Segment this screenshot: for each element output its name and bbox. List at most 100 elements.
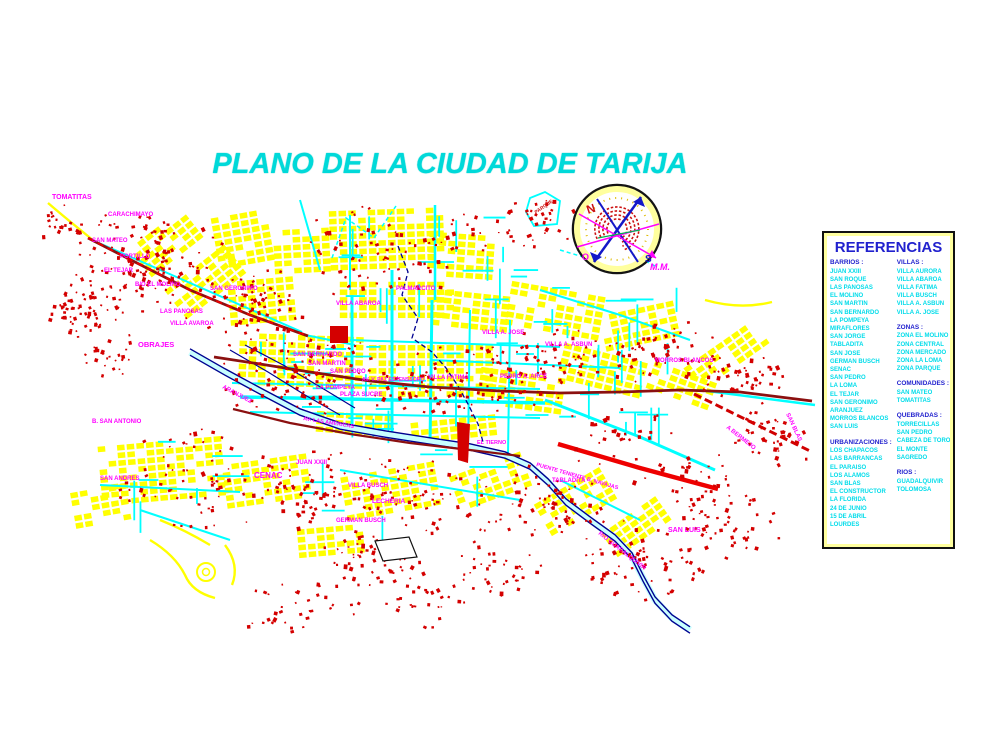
legend-item: EL CONSTRUCTOR	[830, 489, 886, 496]
legend-item: LA POMPEYA	[830, 317, 869, 324]
legend-item: TORRECILLAS	[896, 422, 940, 429]
peripheral-road	[159, 518, 211, 547]
map-label: PLAZA SUCRE	[340, 392, 382, 398]
magnetic-north-note: M.M.	[650, 262, 670, 272]
legend-item: ZONA EL MOLINO	[896, 333, 949, 340]
creek	[397, 245, 484, 443]
legend-right-section-3: QUEBRADAS : TORRECILLAS SAN PEDRO CABEZA DE…	[897, 412, 950, 462]
map-label: VILLA AVAROA	[170, 321, 214, 327]
legend-section-header: COMUNIDADES :	[896, 380, 949, 388]
boundary-dashed	[331, 205, 397, 259]
legend-item: MIRAFLORES	[830, 326, 870, 333]
legend-item: EL MONTE	[896, 446, 928, 453]
map-label: PARQUE	[534, 198, 555, 215]
avenue	[231, 382, 541, 390]
highway-central	[213, 355, 813, 403]
map-label: JUAN XXIII	[296, 460, 327, 466]
legend-item: LOS CHAPACOS	[830, 448, 878, 455]
building-noise	[41, 199, 808, 634]
map-label: GERMAN BUSCH	[336, 518, 386, 524]
map-label: VILLA FATIMA	[428, 375, 469, 381]
legend-title: REFERENCIAS	[834, 239, 943, 256]
map-label: B. SAN ANTONIO	[92, 419, 142, 425]
large-building	[457, 422, 470, 463]
block-grid	[431, 289, 511, 333]
legend-item: SAN ROQUE	[830, 276, 867, 283]
map-label: SAN LUIS	[668, 527, 701, 534]
map-label: VILLA A. JOSE	[482, 330, 524, 336]
legend-item: SAN MATEO	[896, 390, 933, 397]
compass-rose: N S O	[571, 183, 663, 275]
legend-item: VILLA BUSCH	[896, 293, 937, 300]
legend-item: SAN BERNARDO	[830, 309, 880, 316]
legend-right-section-0: VILLAS : VILLA AURORA VILLA ABAROA VILLA FA…	[897, 259, 950, 317]
legend-item: SENAC	[830, 367, 852, 374]
legend-section-header: BARRIOS :	[830, 259, 864, 266]
map-label: EL TIERNO	[477, 440, 507, 446]
references-legend: REFERENCIAS BARRIOS : JUAN XXIII SAN ROQUE…	[822, 231, 955, 549]
avenue	[339, 469, 521, 501]
map-label: LECHERIA	[372, 498, 406, 505]
map-label: TOMATITAS	[52, 194, 92, 201]
map-label: SAN MARTIN	[308, 361, 346, 367]
map-label: VILLA A. ASBUN	[545, 342, 592, 348]
legend-item: SAN MARTIN	[830, 301, 868, 308]
compass-letter: O	[582, 252, 589, 262]
legend-item: EL PARAISO	[830, 464, 867, 471]
legend-column-right: VILLAS : VILLA AURORA VILLA ABAROA VILLA FA…	[897, 259, 950, 536]
legend-right-section-2: COMUNIDADES : SAN MATEO TOMATITAS	[897, 380, 950, 405]
surveyed-plot	[374, 536, 418, 562]
legend-left-section-1: URBANIZACIONES : LOS CHAPACOS LAS BARRANCA…	[830, 439, 892, 530]
avenue	[539, 289, 621, 316]
avenue	[139, 509, 231, 541]
highway-nw-casing	[87, 237, 309, 337]
map-label: TABLADITA	[552, 478, 586, 484]
river-bank-south	[189, 354, 691, 634]
highway-se	[557, 441, 719, 492]
legend-item: LA LOMA	[830, 383, 858, 390]
legend-item: SAN LUIS	[830, 424, 859, 431]
map-label: PALMARCITO	[396, 286, 436, 292]
map-label: MORROS BLANCOS	[655, 358, 713, 364]
legend-item: LAS BARRANCAS	[830, 456, 883, 463]
peripheral-road	[704, 298, 773, 307]
map-label: SAN ANDRES	[100, 476, 139, 482]
legend-item: ZONA CENTRAL	[896, 341, 944, 348]
legend-item: MORROS BLANCOS	[830, 416, 889, 423]
legend-left-section-0: BARRIOS : JUAN XXIII SAN ROQUE LAS PANOSAS E…	[830, 259, 892, 432]
avenue	[428, 299, 434, 446]
block-grid	[410, 414, 498, 444]
block-grid	[645, 360, 718, 411]
legend-columns: BARRIOS : JUAN XXIII SAN ROQUE LAS PANOSAS E…	[830, 259, 950, 536]
map-label: LAS PANOSAS	[160, 309, 203, 315]
river-braid	[244, 344, 356, 409]
legend-item: GERMAN BUSCH	[830, 358, 880, 365]
map-label: PORTILLO	[120, 254, 151, 260]
legend-item: SAN BLAS	[830, 481, 861, 488]
roundabout-center	[201, 567, 211, 577]
legend-item: GUADALQUIVIR	[896, 478, 944, 485]
map-label: AV. V. PAZ ESTENSSORO	[362, 377, 425, 383]
legend-item: VILLA A. JOSE	[896, 309, 940, 316]
legend-item: LOS ALAMOS	[830, 472, 870, 479]
river-bank-north	[189, 348, 691, 628]
legend-section-header: ZONAS :	[896, 323, 924, 331]
legend-item: ZONA MERCADO	[896, 349, 947, 356]
legend-section-header: QUEBRADAS :	[896, 412, 942, 420]
map-label: PEDRO A. ARCE	[500, 374, 547, 380]
legend-item: TOMATITAS	[896, 398, 931, 405]
avenue	[91, 239, 303, 333]
legend-item: VILLA AURORA	[896, 268, 942, 275]
legend-item: 24 DE JUNIO	[830, 505, 867, 512]
legend-section-header: VILLAS :	[896, 259, 924, 266]
avenue	[544, 398, 641, 439]
map-label: SAN GERONIMO	[210, 286, 258, 292]
avenue	[639, 435, 716, 472]
roundabout	[196, 562, 216, 582]
legend-right-section-1: ZONAS : ZONA EL MOLINO ZONA CENTRAL ZONA ME…	[897, 324, 950, 374]
large-building	[330, 326, 348, 343]
map-label: VILLA ABAROA	[336, 301, 382, 307]
map-label: A BERMEJO	[725, 425, 757, 452]
block-grid	[296, 524, 365, 559]
